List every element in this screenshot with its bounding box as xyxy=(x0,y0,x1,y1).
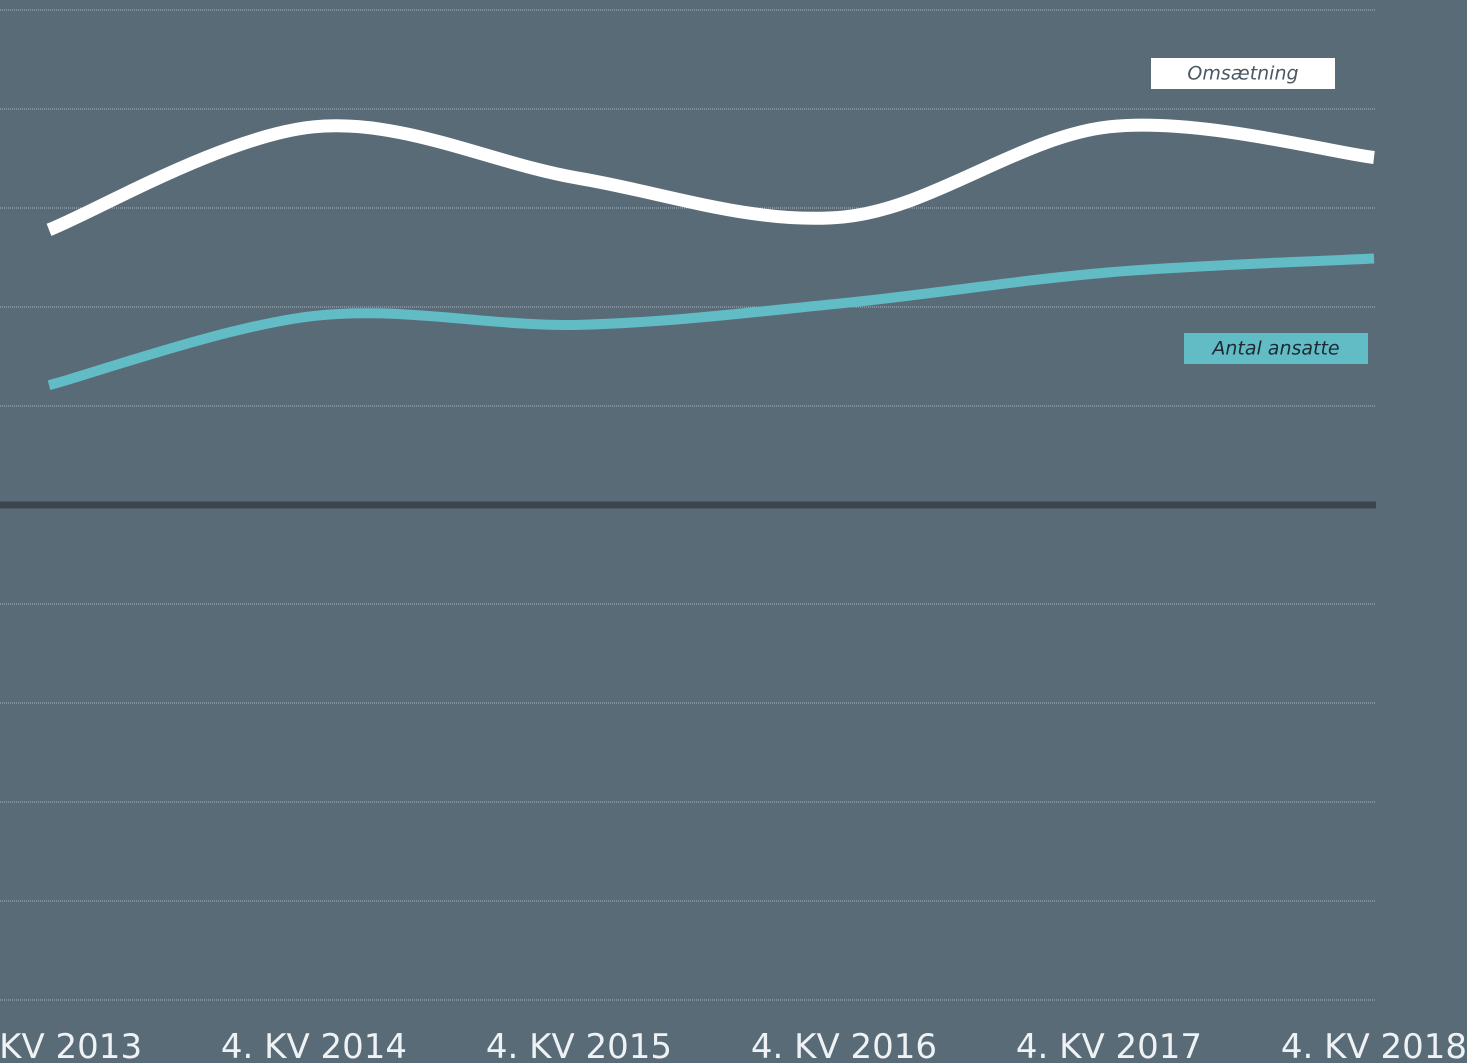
series-line xyxy=(47,253,1375,391)
x-tick-label: 4. KV 2015 xyxy=(486,1027,672,1063)
x-tick-label: 4. KV 2013 xyxy=(0,1027,142,1063)
legend-label: Antal ansatte xyxy=(1210,338,1339,360)
legend-label: Omsætning xyxy=(1187,63,1298,85)
x-tick-label: 4. KV 2014 xyxy=(221,1027,407,1063)
legend-swatch xyxy=(1184,333,1368,364)
series-line xyxy=(46,118,1375,236)
x-tick-label: 4. KV 2016 xyxy=(751,1027,937,1063)
x-tick-label: 4. KV 2017 xyxy=(1016,1027,1202,1063)
x-tick-label: 4. KV 2018 xyxy=(1281,1027,1467,1063)
legend-swatch xyxy=(1151,58,1335,89)
